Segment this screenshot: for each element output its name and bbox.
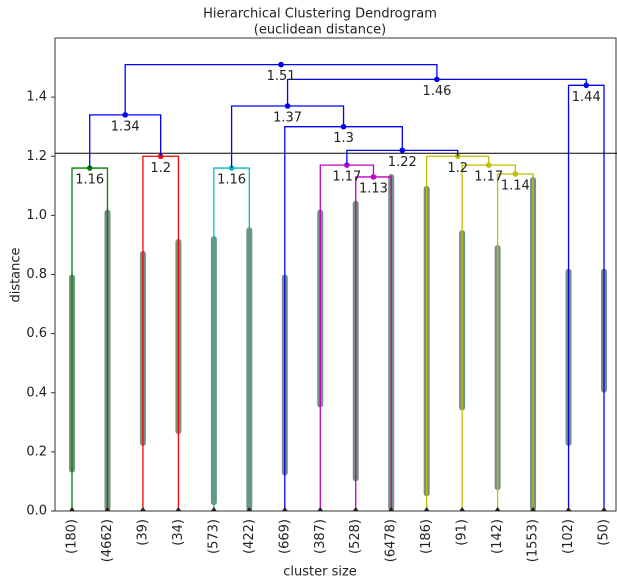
y-tick-label: 0.4 bbox=[26, 385, 47, 400]
y-axis-label: distance bbox=[9, 247, 24, 302]
link bbox=[319, 164, 375, 511]
y-tick-label: 0.6 bbox=[26, 326, 47, 341]
chart-title: Hierarchical Clustering Dendrogram bbox=[203, 7, 437, 22]
leaf-tick bbox=[388, 507, 395, 511]
x-tick-label: (34) bbox=[171, 519, 186, 546]
link bbox=[496, 173, 534, 511]
x-axis-label: cluster size bbox=[283, 565, 357, 579]
x-tick-label: (39) bbox=[135, 519, 150, 546]
leaf-tick bbox=[210, 507, 217, 511]
link bbox=[213, 167, 250, 511]
leaf-tick bbox=[175, 507, 182, 511]
leaf-tick bbox=[317, 507, 324, 511]
link bbox=[426, 155, 490, 511]
y-tick-label: 0.2 bbox=[26, 444, 47, 459]
x-tick-label: (387) bbox=[313, 519, 328, 554]
link-label: 1.44 bbox=[572, 90, 601, 105]
x-tick-label: (669) bbox=[277, 519, 292, 554]
x-tick-label: (186) bbox=[419, 519, 434, 554]
link-label: 1.22 bbox=[388, 155, 417, 170]
x-tick-label: (6478) bbox=[384, 519, 399, 562]
leaf-tick bbox=[104, 507, 111, 511]
link-node bbox=[284, 103, 291, 109]
leaf-tick bbox=[459, 507, 466, 511]
x-tick-label: (91) bbox=[455, 519, 470, 546]
x-tick-label: (50) bbox=[597, 519, 612, 546]
link-label: 1.17 bbox=[332, 170, 361, 185]
x-tick-label: (1553) bbox=[526, 519, 541, 562]
link bbox=[71, 167, 109, 511]
link-label: 1.46 bbox=[422, 84, 451, 99]
x-tick-label: (180) bbox=[65, 519, 80, 554]
leaf-tick bbox=[423, 507, 430, 511]
leaf-tick bbox=[352, 507, 359, 511]
x-tick-label: (4662) bbox=[100, 519, 115, 562]
link-label: 1.51 bbox=[267, 69, 296, 84]
leaf-tick bbox=[601, 507, 607, 511]
x-tick-label: (422) bbox=[242, 519, 257, 554]
link-label: 1.16 bbox=[75, 173, 104, 188]
link bbox=[567, 84, 605, 511]
link-node bbox=[122, 112, 128, 118]
link bbox=[355, 176, 392, 511]
link-node bbox=[278, 61, 284, 68]
y-tick-label: 0.8 bbox=[26, 267, 47, 282]
y-tick-label: 0.0 bbox=[26, 504, 47, 519]
link-label: 1.17 bbox=[474, 170, 503, 185]
link-label: 1.13 bbox=[359, 181, 388, 196]
link-label: 1.2 bbox=[150, 161, 171, 176]
link-node bbox=[340, 123, 347, 130]
y-tick-label: 1.0 bbox=[26, 208, 47, 223]
link-label: 1.16 bbox=[217, 173, 246, 188]
link-label: 1.14 bbox=[501, 178, 530, 193]
leaf-tick bbox=[281, 507, 288, 511]
leaf-tick bbox=[246, 507, 253, 511]
x-tick-label: (142) bbox=[490, 519, 505, 554]
link-label: 1.34 bbox=[111, 119, 140, 134]
y-tick-label: 1.4 bbox=[26, 90, 47, 105]
x-tick-label: (573) bbox=[206, 519, 221, 554]
x-tick-label: (528) bbox=[348, 519, 363, 554]
leaf-tick bbox=[69, 507, 75, 511]
chart-subtitle: (euclidean distance) bbox=[254, 23, 386, 38]
link bbox=[142, 155, 180, 511]
link-label: 1.37 bbox=[273, 110, 302, 125]
leaf-tick bbox=[530, 507, 537, 511]
leaf-tick bbox=[139, 507, 146, 511]
x-tick-label: (102) bbox=[561, 519, 576, 554]
link bbox=[461, 164, 516, 511]
y-tick-label: 1.2 bbox=[26, 149, 47, 164]
leaf-tick bbox=[494, 507, 501, 511]
leaf-tick bbox=[565, 507, 572, 511]
link-label: 1.3 bbox=[333, 131, 354, 146]
link-label: 1.2 bbox=[447, 161, 468, 176]
